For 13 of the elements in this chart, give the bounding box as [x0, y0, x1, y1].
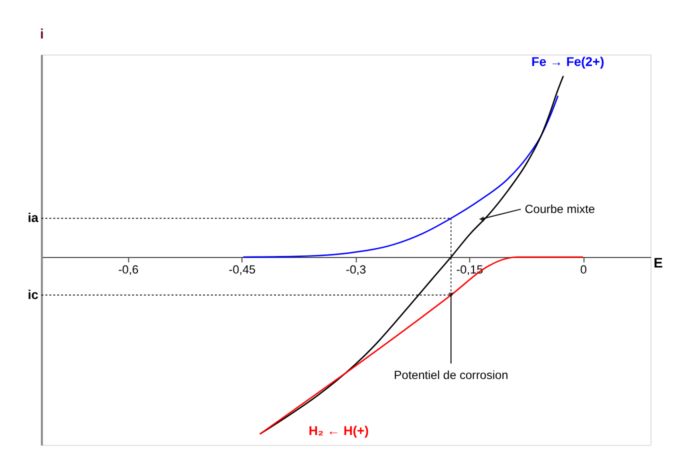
x-tick-label: 0 — [580, 262, 588, 276]
x-axis-title: E — [654, 255, 663, 270]
annotation: ia — [28, 210, 40, 226]
x-tick-label: -0,15 — [456, 262, 484, 276]
x-tick-label: -0,3 — [346, 262, 367, 276]
annotation: ic — [28, 287, 38, 302]
annotation: Courbe mixte — [524, 202, 596, 216]
y-axis-title: i — [40, 26, 44, 42]
annotation: Potentiel de corrosion — [394, 368, 508, 382]
x-tick-label: -0,6 — [118, 262, 139, 276]
text: Fe → Fe(2+) — [531, 54, 604, 70]
x-tick-label: -0,45 — [228, 262, 256, 276]
series-label: H₂ ← H(+) — [308, 423, 369, 438]
